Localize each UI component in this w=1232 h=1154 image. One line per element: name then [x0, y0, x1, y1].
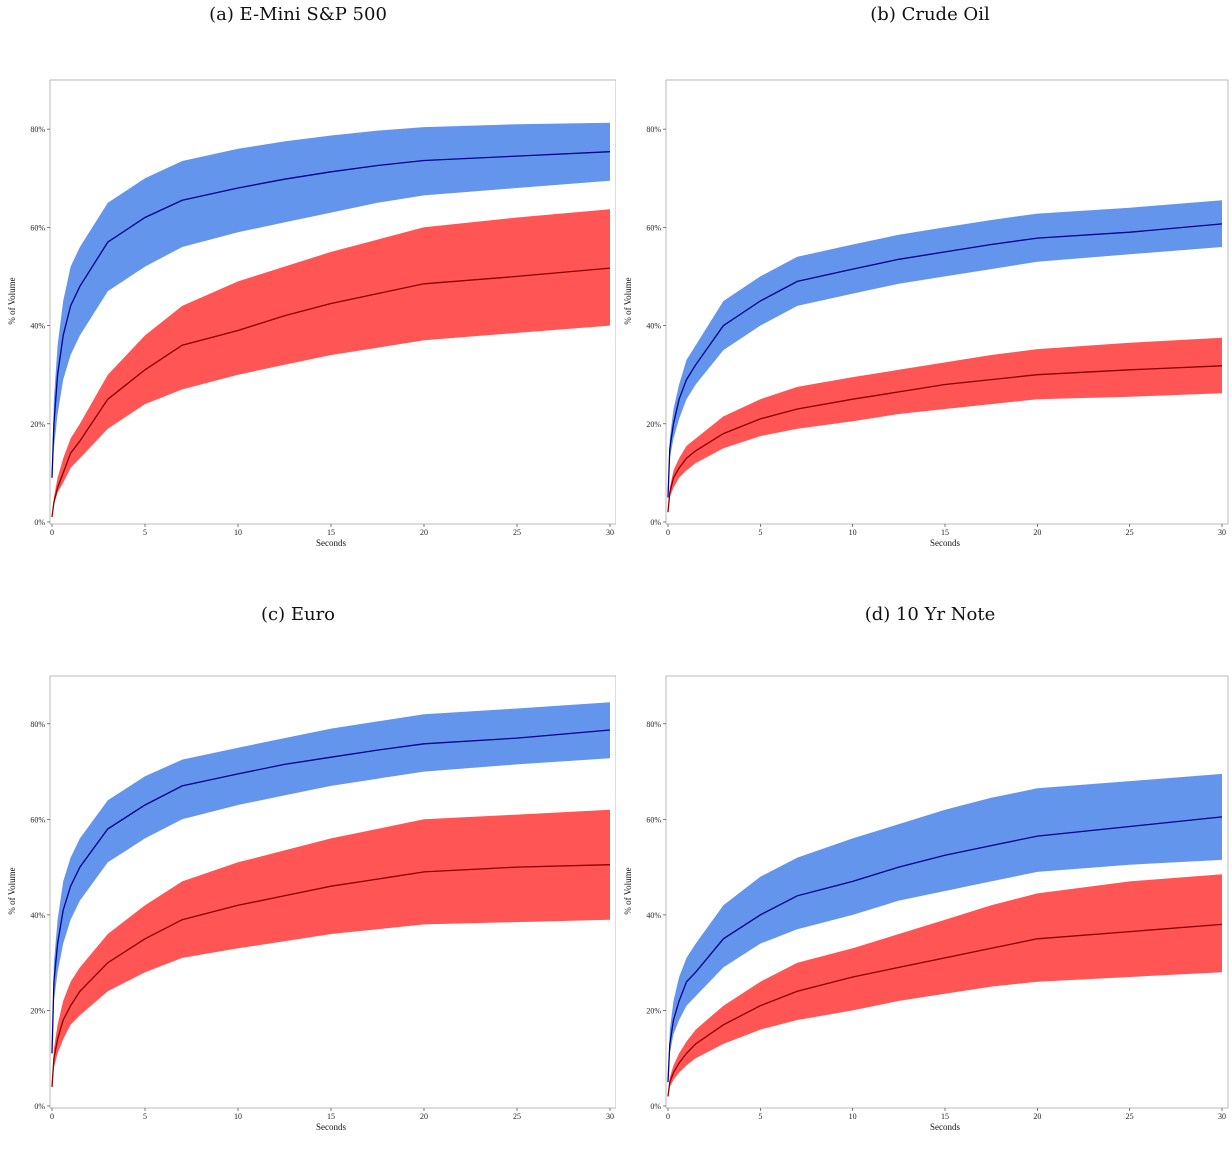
y-tick-label: 40% [30, 911, 45, 920]
x-tick-label: 0 [50, 1112, 54, 1121]
x-tick-label: 30 [1218, 528, 1226, 537]
series-mean-line-1 [667, 365, 1223, 513]
y-tick-label: 0% [650, 1102, 661, 1111]
y-tick-label: 80% [646, 720, 661, 729]
panel-title-c: (c) Euro [260, 604, 336, 625]
chart-b: 0% 20% 40% 60% 80% 0 5 10 15 20 25 30 Seconds % of Vo… [623, 79, 1229, 548]
y-tick-label: 40% [646, 322, 661, 331]
y-tick-label: 40% [646, 911, 661, 920]
x-tick-label: 15 [327, 1112, 335, 1121]
x-tick-label: 5 [143, 528, 147, 537]
x-tick-label: 5 [758, 528, 762, 537]
series-band-1 [668, 337, 1222, 514]
y-tick-label: 20% [646, 420, 661, 429]
y-tick-label: 20% [30, 420, 45, 429]
chart-c: 0% 20% 40% 60% 80% 0 5 10 15 20 25 30 Seconds % of Vo… [7, 675, 616, 1132]
series-band-0 [52, 122, 610, 481]
x-tick-label: 10 [234, 1112, 242, 1121]
series-mean-line-1 [51, 267, 611, 518]
y-tick-label: 80% [646, 125, 661, 134]
series-band-0 [52, 702, 610, 1056]
x-tick-label: 15 [941, 1112, 949, 1121]
y-axis-label: % of Volume [623, 277, 633, 324]
y-tick-label: 60% [30, 223, 45, 232]
series-band-1 [668, 874, 1222, 1098]
y-axis-label: % of Volume [623, 867, 633, 914]
y-tick-label: 60% [30, 815, 45, 824]
panel-title-d: (d) 10 Yr Note [864, 604, 996, 625]
x-tick-label: 10 [849, 528, 857, 537]
series-mean-line-0 [51, 151, 611, 478]
x-tick-label: 25 [513, 1112, 521, 1121]
x-tick-label: 25 [1126, 528, 1134, 537]
series-band-1 [52, 809, 610, 1090]
plot-frame [665, 675, 1229, 1109]
plot-frame [665, 79, 1229, 525]
x-tick-label: 5 [758, 1112, 762, 1121]
x-tick-label: 15 [327, 528, 335, 537]
x-axis-label: Seconds [930, 1122, 960, 1132]
x-tick-label: 25 [1126, 1112, 1134, 1121]
x-axis-label: Seconds [316, 1122, 346, 1132]
series-mean-line-0 [51, 729, 611, 1054]
panel-title-b: (b) Crude Oil [870, 4, 990, 25]
series-mean-line-0 [667, 816, 1223, 1083]
x-tick-label: 30 [606, 528, 614, 537]
x-tick-label: 0 [666, 1112, 670, 1121]
x-axis-label: Seconds [316, 538, 346, 548]
chart-d: 0% 20% 40% 60% 80% 0 5 10 15 20 25 30 Seconds % of Vo… [623, 675, 1229, 1132]
y-tick-label: 80% [30, 720, 45, 729]
y-tick-label: 0% [34, 1102, 45, 1111]
chart-a: 0% 20% 40% 60% 80% 0 5 10 15 20 25 30 Seconds % of Vo… [7, 79, 616, 548]
y-axis-label: % of Volume [7, 277, 17, 324]
x-tick-label: 20 [420, 1112, 428, 1121]
x-tick-label: 0 [666, 528, 670, 537]
plot-frame [49, 79, 616, 525]
series-mean-line-1 [51, 864, 611, 1087]
y-tick-label: 40% [30, 322, 45, 331]
x-tick-label: 10 [234, 528, 242, 537]
panel-title-a: (a) E-Mini S&P 500 [209, 4, 387, 25]
series-band-0 [668, 773, 1222, 1085]
series-mean-line-1 [667, 923, 1223, 1097]
y-axis-label: % of Volume [7, 867, 17, 914]
series-band-1 [52, 209, 610, 518]
x-tick-label: 20 [1033, 1112, 1041, 1121]
y-tick-label: 60% [646, 815, 661, 824]
y-tick-label: 80% [30, 125, 45, 134]
x-tick-label: 0 [50, 528, 54, 537]
x-tick-label: 25 [513, 528, 521, 537]
x-tick-label: 30 [606, 1112, 614, 1121]
x-tick-label: 30 [1218, 1112, 1226, 1121]
x-tick-label: 10 [849, 1112, 857, 1121]
x-axis-label: Seconds [930, 538, 960, 548]
x-tick-label: 20 [420, 528, 428, 537]
y-tick-label: 0% [34, 518, 45, 527]
y-tick-label: 60% [646, 223, 661, 232]
y-tick-label: 0% [650, 518, 661, 527]
series-mean-line-0 [667, 223, 1223, 498]
y-tick-label: 20% [646, 1006, 661, 1015]
x-tick-label: 20 [1033, 528, 1041, 537]
y-tick-label: 20% [30, 1006, 45, 1015]
x-tick-label: 15 [941, 528, 949, 537]
series-band-0 [668, 200, 1222, 500]
plot-frame [49, 675, 616, 1109]
x-tick-label: 5 [143, 1112, 147, 1121]
